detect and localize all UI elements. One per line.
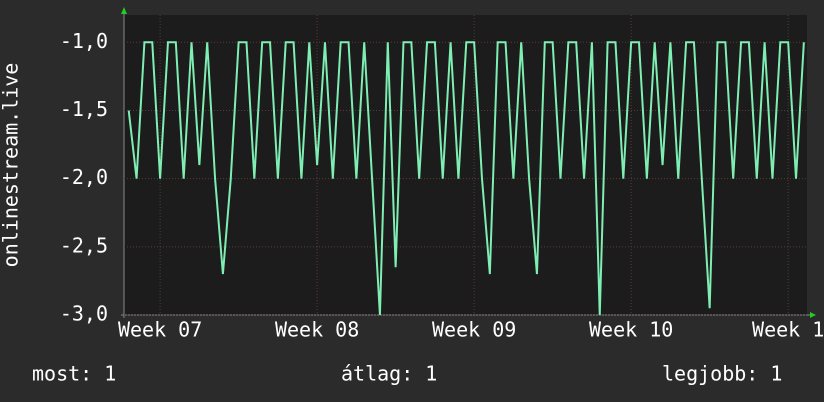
footer-item: átlag: 1: [341, 362, 437, 386]
y-tick-label: -1,0: [60, 29, 108, 53]
line-series: [127, 41, 805, 316]
x-tick-label: Week 08: [275, 318, 359, 342]
y-tick-label: -1,5: [60, 97, 108, 121]
y-tick-label: -3,0: [60, 302, 108, 326]
y-tick-label: -2,5: [60, 233, 108, 257]
x-tick-label: Week 09: [432, 318, 516, 342]
footer-item: most: 1: [32, 362, 116, 386]
y-tick-label: -2,0: [60, 165, 108, 189]
y-axis-label: onlinestream.live: [0, 63, 23, 268]
x-tick-label: Week 10: [589, 318, 673, 342]
footer-item: legjobb: 1: [662, 362, 782, 386]
x-tick-label: Week 1: [752, 318, 824, 342]
axis-arrow: [810, 312, 816, 318]
axis-arrow: [121, 7, 127, 14]
x-tick-label: Week 07: [118, 318, 202, 342]
